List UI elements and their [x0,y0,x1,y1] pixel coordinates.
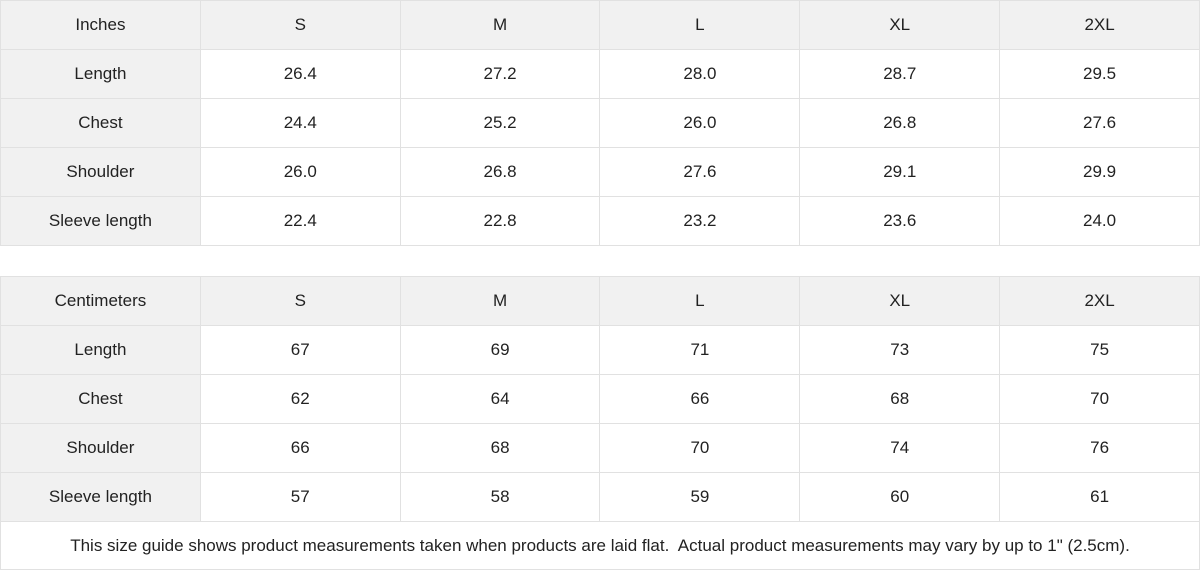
value-cell: 68 [800,375,1001,424]
table-row: Shoulder 26.0 26.8 27.6 29.1 29.9 [1,148,1200,197]
value-cell: 61 [1000,473,1200,522]
size-header-cell: M [400,1,601,50]
value-cell: 69 [400,326,601,375]
table-row: Length 67 69 71 73 75 [1,326,1200,375]
value-cell: 26.0 [200,148,401,197]
size-header-cell: XL [800,1,1001,50]
size-header-cell: L [600,1,801,50]
unit-header-cell: Centimeters [1,277,201,326]
value-cell: 73 [800,326,1001,375]
value-cell: 60 [800,473,1001,522]
row-label-cell: Sleeve length [1,473,201,522]
table-header-row: Centimeters S M L XL 2XL [1,277,1200,326]
value-cell: 26.4 [200,50,401,99]
value-cell: 74 [800,424,1001,473]
table-row: Length 26.4 27.2 28.0 28.7 29.5 [1,50,1200,99]
row-label-cell: Chest [1,99,201,148]
value-cell: 64 [400,375,601,424]
value-cell: 71 [600,326,801,375]
row-label-cell: Sleeve length [1,197,201,246]
value-cell: 75 [1000,326,1200,375]
value-cell: 70 [600,424,801,473]
value-cell: 27.6 [600,148,801,197]
row-label-cell: Chest [1,375,201,424]
value-cell: 23.2 [600,197,801,246]
row-label-cell: Shoulder [1,424,201,473]
table-row: Shoulder 66 68 70 74 76 [1,424,1200,473]
value-cell: 26.0 [600,99,801,148]
value-cell: 68 [400,424,601,473]
value-cell: 26.8 [400,148,601,197]
size-header-cell: 2XL [1000,277,1200,326]
table-row: Chest 62 64 66 68 70 [1,375,1200,424]
size-header-cell: S [200,1,401,50]
value-cell: 29.9 [1000,148,1200,197]
value-cell: 23.6 [800,197,1001,246]
value-cell: 27.6 [1000,99,1200,148]
table-header-row: Inches S M L XL 2XL [1,1,1200,50]
size-header-cell: XL [800,277,1001,326]
table-row: Sleeve length 22.4 22.8 23.2 23.6 24.0 [1,197,1200,246]
size-header-cell: 2XL [1000,1,1200,50]
value-cell: 27.2 [400,50,601,99]
size-header-cell: L [600,277,801,326]
value-cell: 57 [200,473,401,522]
value-cell: 58 [400,473,601,522]
table-row: Chest 24.4 25.2 26.0 26.8 27.6 [1,99,1200,148]
row-label-cell: Shoulder [1,148,201,197]
size-guide-note: This size guide shows product measuremen… [0,522,1200,570]
value-cell: 24.0 [1000,197,1200,246]
value-cell: 25.2 [400,99,601,148]
value-cell: 22.8 [400,197,601,246]
row-label-cell: Length [1,326,201,375]
value-cell: 29.1 [800,148,1001,197]
value-cell: 62 [200,375,401,424]
value-cell: 28.7 [800,50,1001,99]
value-cell: 66 [200,424,401,473]
table-row: Sleeve length 57 58 59 60 61 [1,473,1200,522]
value-cell: 59 [600,473,801,522]
table-separator [0,246,1200,276]
value-cell: 70 [1000,375,1200,424]
value-cell: 22.4 [200,197,401,246]
size-header-cell: M [400,277,601,326]
size-header-cell: S [200,277,401,326]
centimeters-table: Centimeters S M L XL 2XL Length 67 69 71… [0,276,1200,522]
value-cell: 28.0 [600,50,801,99]
value-cell: 29.5 [1000,50,1200,99]
unit-header-cell: Inches [1,1,201,50]
row-label-cell: Length [1,50,201,99]
value-cell: 76 [1000,424,1200,473]
value-cell: 67 [200,326,401,375]
value-cell: 26.8 [800,99,1001,148]
value-cell: 24.4 [200,99,401,148]
value-cell: 66 [600,375,801,424]
inches-table: Inches S M L XL 2XL Length 26.4 27.2 28.… [0,0,1200,246]
